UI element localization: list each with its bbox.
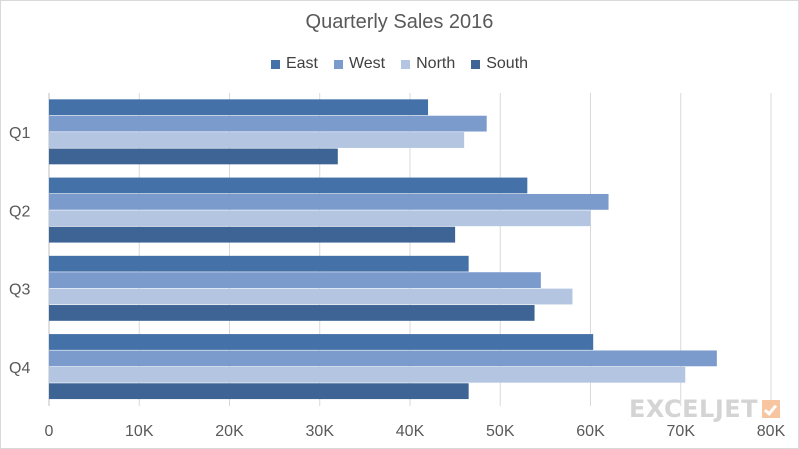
- bar-east-q3: [49, 255, 469, 272]
- legend-label: East: [285, 55, 318, 72]
- x-tick-label: 40K: [396, 423, 425, 440]
- legend-item-south: South: [471, 55, 528, 73]
- x-tick-label: 70K: [667, 423, 696, 440]
- y-category-label: Q4: [9, 360, 30, 377]
- y-category-label: Q1: [9, 125, 30, 142]
- x-tick-label: 20K: [215, 423, 244, 440]
- exceljet-logo: EXCELJET: [629, 395, 781, 423]
- bar-east-q2: [49, 177, 528, 194]
- legend-swatch: [270, 59, 280, 69]
- x-tick-label: 30K: [306, 423, 335, 440]
- bar-south-q2: [49, 226, 456, 243]
- y-category-label: Q2: [9, 203, 30, 220]
- bar-south-q4: [49, 383, 469, 400]
- x-tick-label: 80K: [757, 423, 786, 440]
- bar-north-q1: [49, 132, 465, 148]
- chart-legend: East West North South: [1, 55, 798, 73]
- x-tick-label: 0: [45, 423, 54, 440]
- legend-label: West: [348, 55, 386, 72]
- legend-swatch: [471, 59, 481, 69]
- bar-south-q3: [49, 305, 535, 321]
- bar-west-q4: [49, 350, 717, 367]
- watermark-text: EXCELJET: [629, 395, 759, 423]
- bar-west-q3: [49, 272, 541, 289]
- bar-south-q1: [49, 148, 338, 165]
- chart-title: Quarterly Sales 2016: [305, 11, 494, 33]
- bar-west-q2: [49, 193, 609, 210]
- y-category-label: Q3: [9, 282, 30, 299]
- bar-north-q3: [49, 288, 573, 305]
- legend-swatch: [401, 59, 411, 69]
- x-tick-label: 60K: [576, 423, 605, 440]
- x-tick-label: 10K: [125, 423, 154, 440]
- bar-west-q1: [49, 115, 487, 132]
- checkmark-icon: [762, 400, 781, 418]
- legend-item-east: East: [270, 55, 318, 73]
- bar-north-q2: [49, 210, 591, 227]
- legend-swatch: [333, 59, 343, 69]
- bar-east-q4: [49, 334, 594, 350]
- x-tick-label: 50K: [486, 423, 515, 440]
- bar-north-q4: [49, 366, 686, 383]
- legend-label: South: [486, 55, 529, 72]
- legend-label: North: [416, 55, 456, 72]
- bar-east-q1: [49, 99, 429, 116]
- legend-item-west: West: [333, 55, 386, 73]
- legend-item-north: North: [401, 55, 455, 73]
